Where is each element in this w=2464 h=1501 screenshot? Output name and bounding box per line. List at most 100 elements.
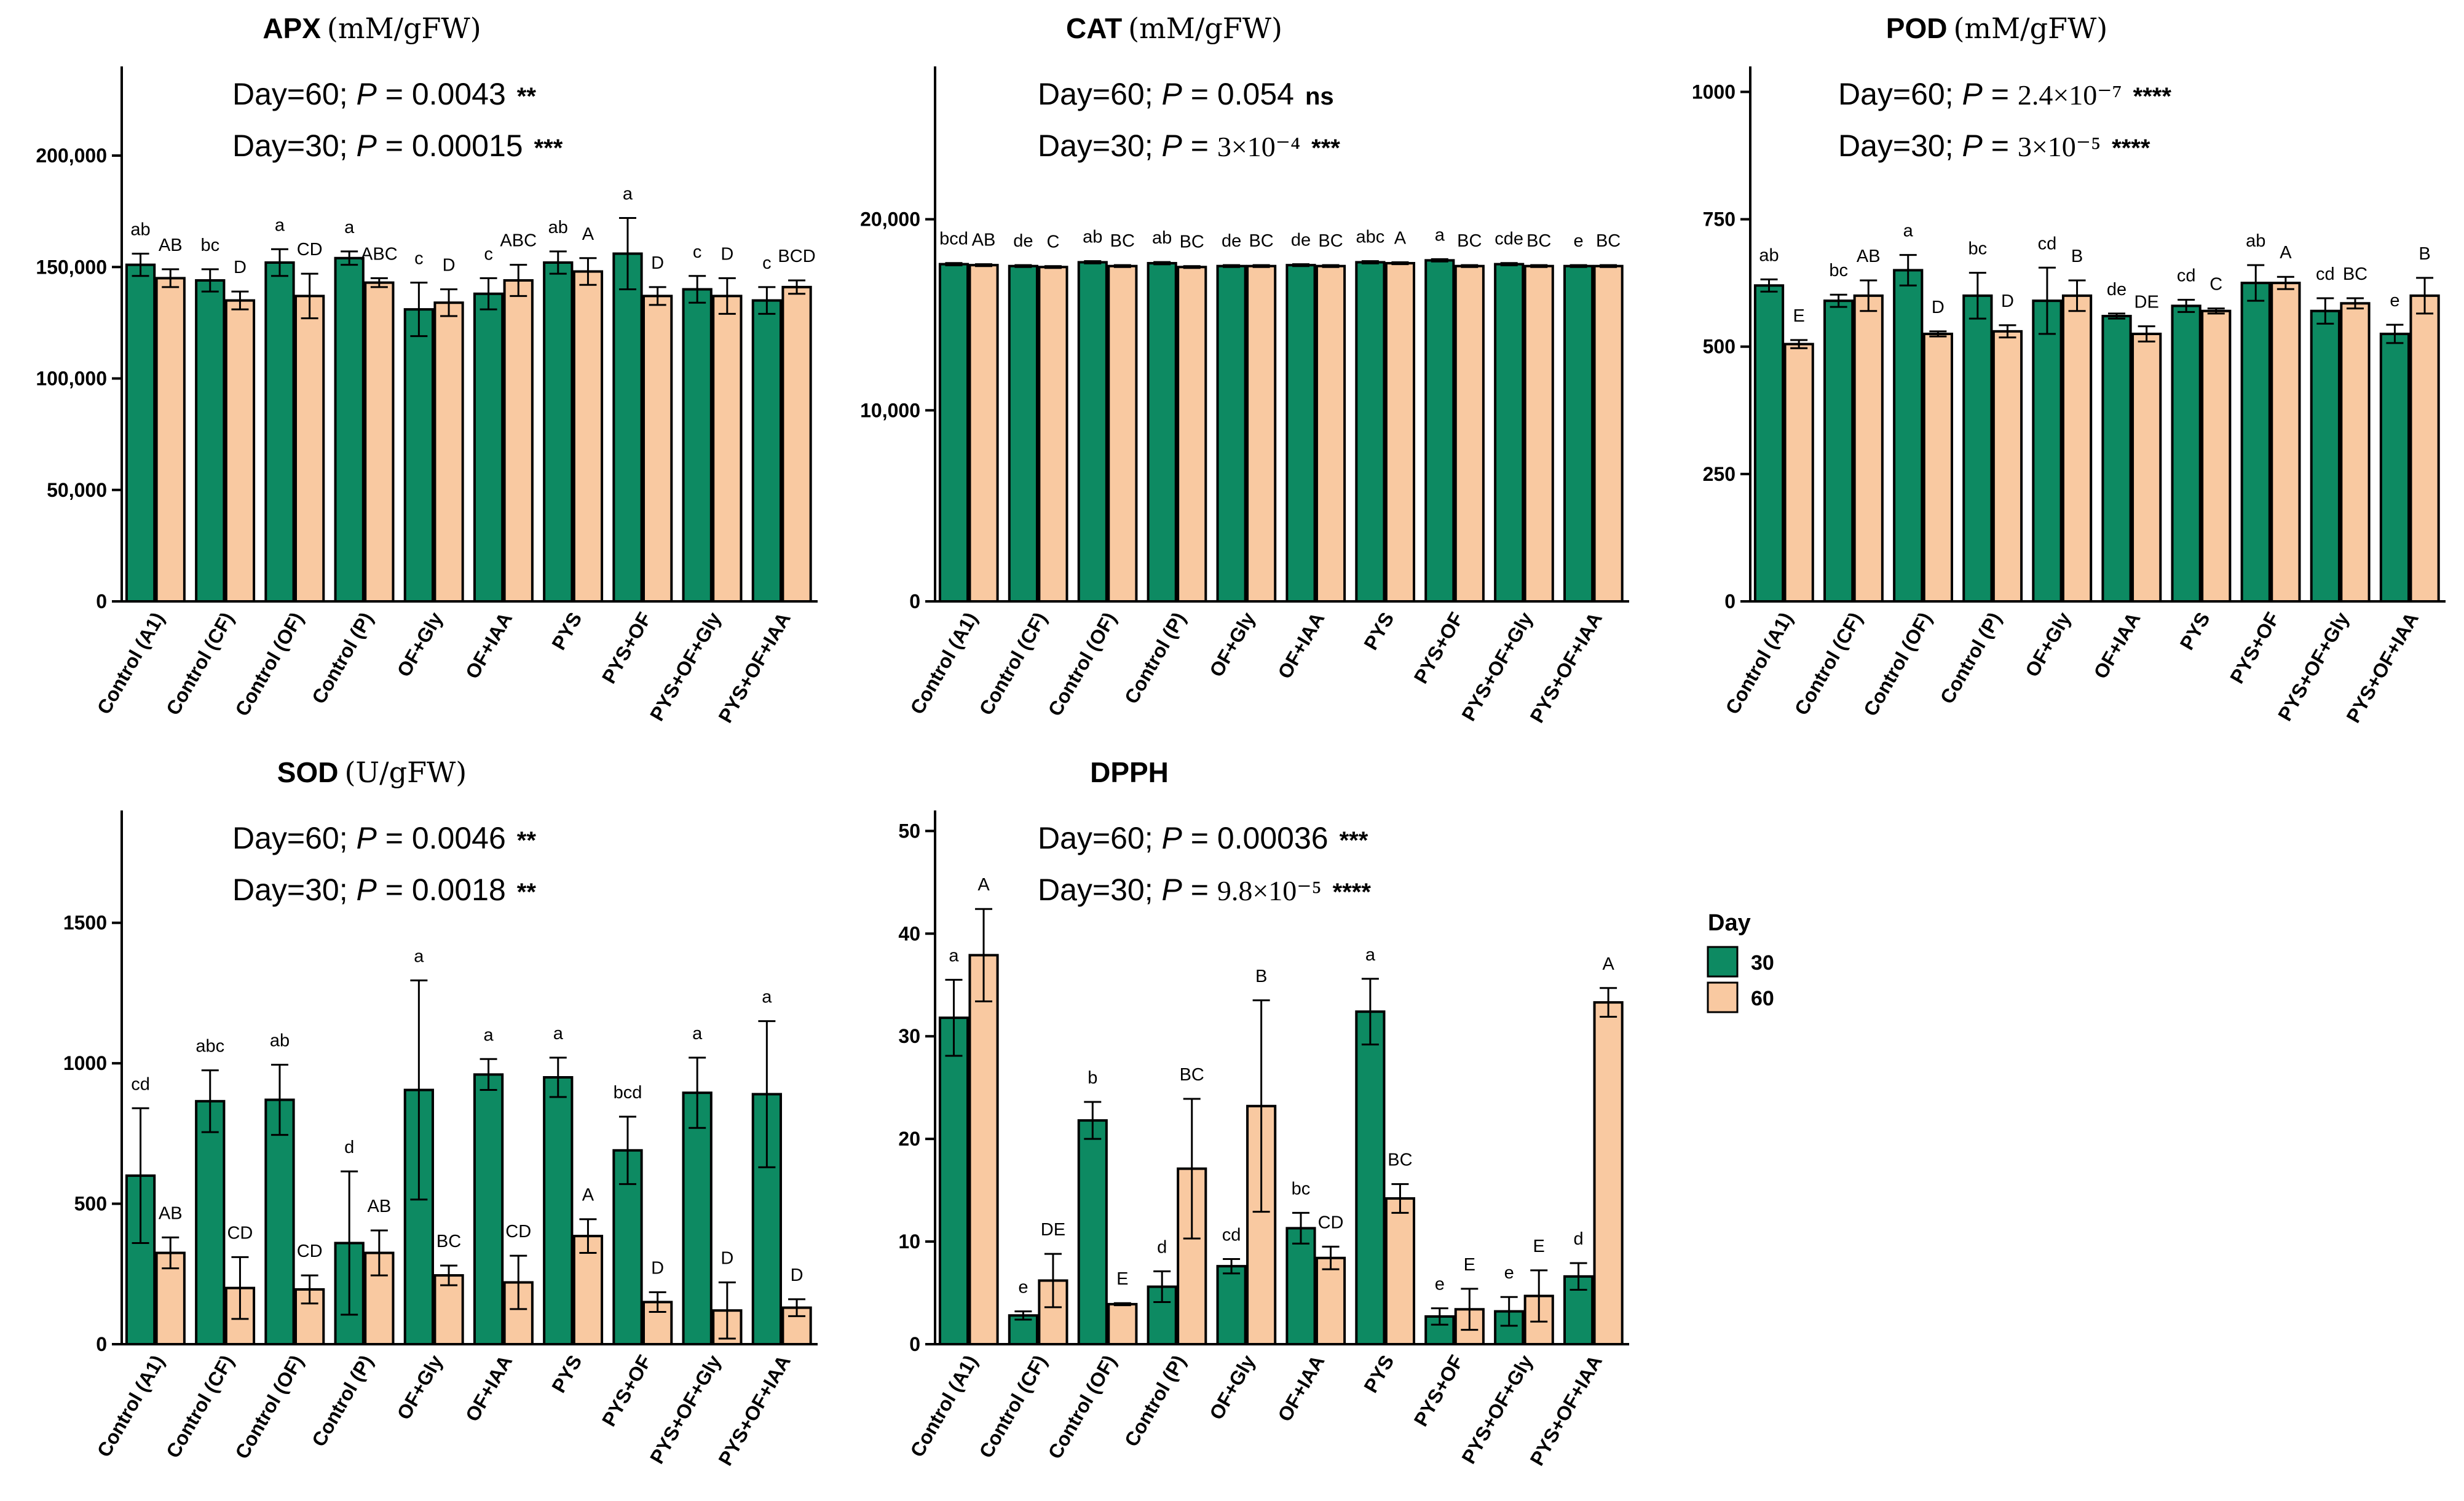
cat-category-label: Control (A1) [906,609,982,718]
apx-letter: AB [159,236,183,255]
sod-ytick-label: 0 [96,1333,107,1355]
sod-letter: bcd [614,1083,642,1103]
dpph-category-label: OF+IAA [1273,1352,1329,1425]
dpph-bar-60-control-of [1107,1302,1138,1345]
apx-category-label: OF+IAA [461,609,516,683]
cat-letter: cde [1495,229,1523,249]
apx-bar-60-pys [572,270,604,603]
apx-letter: bc [200,236,219,255]
pod-bar-30-control-a1 [1753,284,1785,603]
dpph-letter: a [949,946,959,965]
pod-panel: POD (mM/gFW) Day=60; P = 2.4×10⁻⁷ **** Day=3… [1692,12,2446,727]
apx-bar-60-control-p [364,281,395,603]
apx-bar-60-control-a1 [155,277,186,603]
apx-ytick-label: 150,000 [36,256,107,278]
cat-category-label: PYS+OF+Gly [1457,608,1537,724]
dpph-letter: E [1116,1269,1128,1289]
dpph-ytick-label: 20 [898,1128,920,1150]
cat-letter: AB [972,231,996,250]
apx-bar-60-pys-of-gly [712,295,743,603]
cat-bar-30-pys-of [1424,259,1455,603]
pod-title: POD (mM/gFW) [1886,12,2107,45]
pod-bar-30-pys [2171,304,2201,603]
pod-letter: D [1932,298,1945,317]
cat-bar-60-control-of [1107,264,1138,603]
apx-category-label: Control (P) [307,609,377,708]
cat-bar-60-pys-of-gly [1523,264,1554,603]
pod-letter: B [2071,247,2083,266]
apx-category-label: PYS+OF [598,609,656,687]
pod-bar-30-of-gly [2032,299,2063,603]
apx-letter: A [582,224,594,244]
pod-letter: DE [2134,293,2159,312]
sod-letter: CD [297,1242,323,1261]
cat-bar-60-control-cf [1038,266,1068,603]
apx-letter: a [623,184,633,204]
apx-letter: BCD [778,247,815,266]
cat-ytick-label: 0 [909,590,920,612]
pod-bar-30-pys-of-iaa [2379,333,2411,603]
dpph-category-label: PYS+OF+Gly [1457,1351,1537,1467]
pod-category-label: Control (P) [1936,609,2006,708]
apx-category-label: PYS+OF+IAA [714,609,795,727]
apx-bar-60-control-of [294,295,325,603]
pod-bar-30-pys-of [2240,282,2271,603]
dpph-letter: e [1018,1278,1028,1297]
sod-category-label: Control (A1) [93,1352,169,1461]
cat-bar-30-control-of [1077,261,1108,603]
dpph-panel: DPPH Day=60; P = 0.00036 *** Day=30; P = 9.… [898,756,1629,1470]
sod-letter: a [692,1024,703,1044]
sod-letter: AB [367,1197,391,1216]
dpph-letter: BC [1180,1065,1204,1085]
sod-bar-30-pys [543,1076,574,1345]
pod-bar-60-control-of [1922,333,1953,603]
pod-letter: cd [2316,264,2335,284]
apx-ytick-label: 0 [96,590,107,612]
dpph-category-label: PYS+OF+IAA [1526,1352,1607,1470]
pod-category-label: PYS+OF [2225,609,2284,687]
cat-category-label: PYS+OF+IAA [1526,609,1607,727]
apx-bar-30-pys-of [612,252,643,603]
apx-bar-30-control-p [334,256,365,603]
pod-letter: e [2390,291,2399,311]
sod-stat-1: Day=30; P = 0.0018 ** [232,873,536,907]
apx-bar-30-pys-of-gly [682,288,713,603]
dpph-bar-30-control-of [1077,1119,1108,1345]
apx-category-label: Control (CF) [162,609,238,719]
cat-letter: BC [1526,231,1551,251]
apx-bar-30-of-gly [403,308,435,603]
apx-letter: D [721,244,733,264]
sod-stat-0: Day=60; P = 0.0046 ** [232,821,536,855]
dpph-category-label: Control (P) [1120,1352,1190,1451]
dpph-letter: cd [1222,1225,1241,1245]
sod-letter: d [344,1138,354,1157]
sod-letter: cd [131,1074,150,1094]
dpph-ytick-label: 10 [898,1230,920,1253]
cat-bar-30-pys [1355,261,1386,603]
dpph-bar-60-pys-of-iaa [1593,1001,1624,1345]
cat-category-label: Control (CF) [974,609,1051,719]
pod-letter: C [2209,275,2222,295]
sod-letter: D [651,1258,664,1278]
dpph-ytick-label: 40 [898,922,920,945]
cat-bar-60-of-iaa [1315,264,1346,603]
apx-bar-60-pys-of-iaa [781,285,812,603]
pod-ytick-label: 250 [1703,463,1735,485]
pod-category-label: Control (OF) [1859,609,1936,720]
cat-letter: BC [1180,232,1204,252]
pod-letter: AB [1857,247,1881,266]
sod-bar-60-pys [572,1235,604,1346]
apx-bar-30-control-a1 [125,263,156,603]
cat-letter: de [1013,231,1033,251]
pod-category-label: PYS [2176,609,2214,654]
apx-letter: c [693,242,702,262]
cat-letter: BC [1249,231,1273,251]
cat-letter: a [1435,226,1445,245]
cat-category-label: OF+Gly [1205,608,1260,681]
apx-stat-1: Day=30; P = 0.00015 *** [232,129,563,163]
pod-bar-60-control-cf [1853,294,1884,603]
sod-letter: A [582,1186,594,1205]
sod-panel: SOD (U/gFW) Day=60; P = 0.0046 ** Day=30; P … [63,756,818,1470]
cat-letter: abc [1356,228,1385,247]
